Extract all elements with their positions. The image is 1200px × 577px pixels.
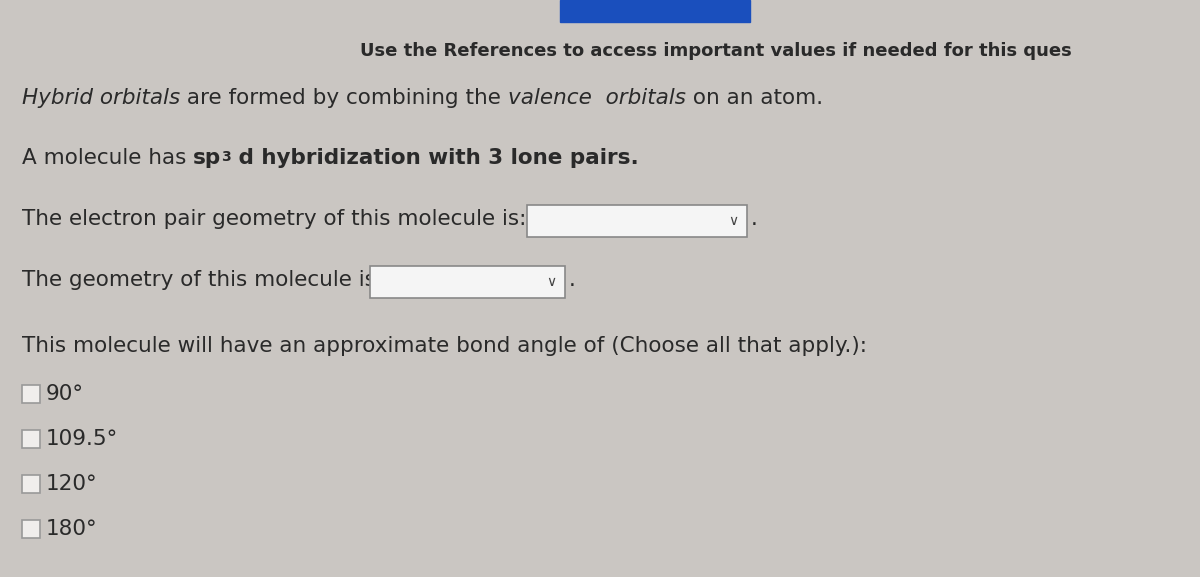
Text: 120°: 120°	[46, 474, 97, 494]
Text: valence  orbitals: valence orbitals	[508, 88, 686, 108]
Text: ∨: ∨	[546, 275, 556, 289]
Bar	[370, 266, 565, 298]
Bar	[22, 385, 40, 403]
Text: are formed by combining the: are formed by combining the	[180, 88, 508, 108]
Text: 3: 3	[222, 150, 232, 164]
Text: The geometry of this molecule is:: The geometry of this molecule is:	[22, 270, 383, 290]
Text: The electron pair geometry of this molecule is:: The electron pair geometry of this molec…	[22, 209, 527, 229]
Text: A molecule has: A molecule has	[22, 148, 193, 168]
Bar	[560, 0, 750, 22]
Bar	[22, 430, 40, 448]
Text: .: .	[751, 209, 758, 229]
Text: sp: sp	[193, 148, 222, 168]
Text: This molecule will have an approximate bond angle of (Choose all that apply.):: This molecule will have an approximate b…	[22, 336, 866, 356]
Bar	[22, 520, 40, 538]
Text: ∨: ∨	[728, 214, 738, 228]
Bar	[527, 205, 746, 237]
Text: Use the References to access important values if needed for this ques: Use the References to access important v…	[360, 42, 1072, 60]
Text: d hybridization with 3 lone pairs.: d hybridization with 3 lone pairs.	[232, 148, 640, 168]
Text: 109.5°: 109.5°	[46, 429, 119, 449]
Text: 180°: 180°	[46, 519, 97, 539]
Text: on an atom.: on an atom.	[686, 88, 823, 108]
Text: .: .	[569, 270, 576, 290]
Text: 90°: 90°	[46, 384, 84, 404]
Text: Hybrid orbitals: Hybrid orbitals	[22, 88, 180, 108]
Bar	[22, 475, 40, 493]
